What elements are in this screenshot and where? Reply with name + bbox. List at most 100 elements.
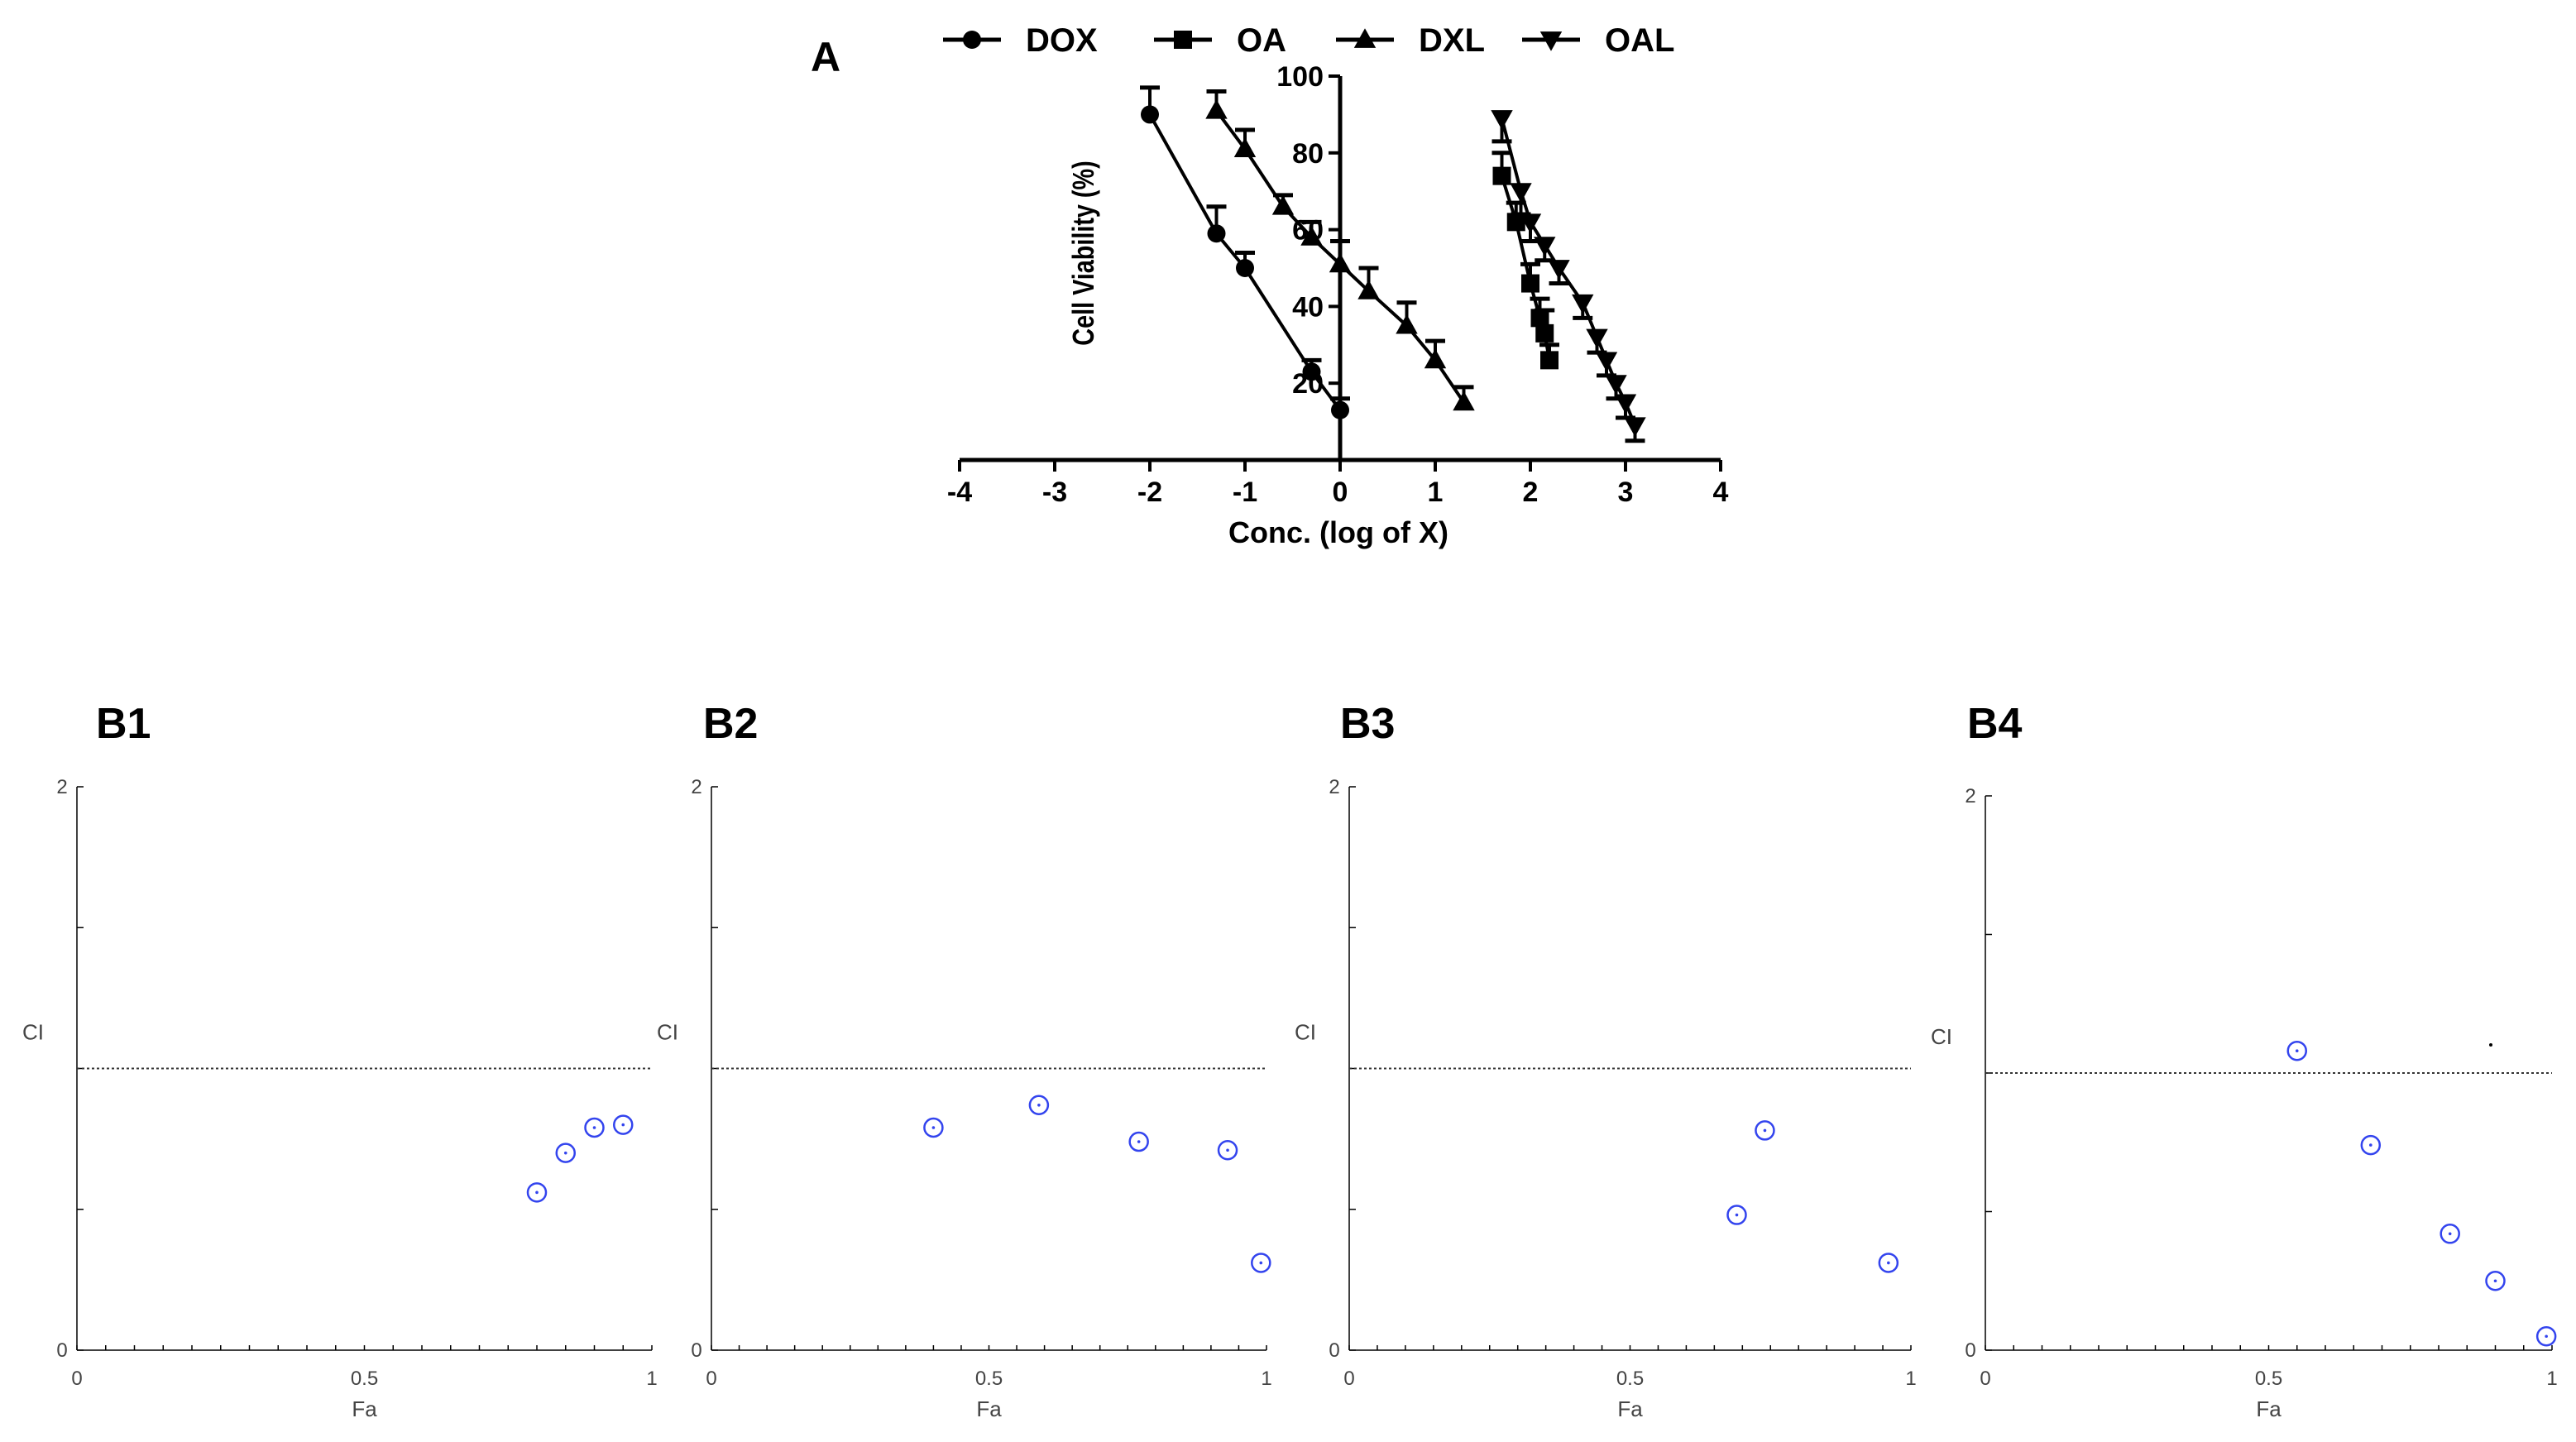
x-tick-label-b1: 0 (71, 1368, 82, 1390)
data-point-dxl (1329, 252, 1352, 273)
data-point-center (1763, 1128, 1767, 1133)
x-axis-label-b3: Fa (1617, 1396, 1643, 1421)
series-dox (1140, 85, 1350, 419)
data-point-ring (1128, 1131, 1149, 1152)
panel-b1: 0 0.5 1 0 2 Fa CI (22, 776, 658, 1421)
x-tick-label-b1: 0.5 (351, 1368, 378, 1390)
data-point-oal (1572, 294, 1594, 314)
stray-dot-b4 (2489, 1043, 2492, 1047)
data-point-b4 (2440, 1224, 2460, 1244)
data-point-center (1887, 1261, 1890, 1265)
data-point-dox (1331, 400, 1349, 419)
y-axis-label-b4: CI (1931, 1024, 1952, 1049)
panel-b2: 0 0.5 1 0 2 Fa CI (657, 776, 1272, 1421)
panel-b3: 0 0.5 1 0 2 Fa CI (1295, 776, 1917, 1421)
data-point-center (1259, 1261, 1263, 1265)
data-point-dxl (1453, 390, 1475, 411)
legend-label-oal: OAL (1605, 22, 1674, 59)
series-a (1140, 85, 1646, 443)
data-point-ring (526, 1182, 548, 1203)
panel-b4: 0 0.5 1 0 2 Fa CI (1931, 785, 2558, 1421)
y-tick-label-b4: 0 (1965, 1339, 1975, 1362)
legend-label-dox: DOX (1026, 22, 1098, 59)
legend-marker-dox (963, 31, 981, 49)
data-point-dox (1302, 362, 1321, 381)
legend-item-dxl: DXL (1336, 22, 1485, 59)
legend-marker-oal (1539, 31, 1563, 51)
x-tick-label-a: -4 (947, 477, 972, 508)
x-tick-label-b3: 0 (1343, 1368, 1354, 1390)
data-point-oal (1491, 110, 1513, 130)
x-axis-label-b2: Fa (976, 1396, 1002, 1421)
data-point-oa (1492, 166, 1511, 185)
x-tick-label-a: -1 (1233, 477, 1257, 508)
data-point-b4 (2286, 1040, 2307, 1061)
data-point-b4 (2485, 1271, 2506, 1291)
data-point-ring (613, 1114, 634, 1135)
legend-item-oa: OA (1154, 22, 1286, 59)
y-axis-label-b1: CI (22, 1020, 44, 1045)
data-point-b3 (1726, 1205, 1747, 1225)
data-point-oal (1586, 328, 1608, 349)
data-point-b3 (1755, 1120, 1775, 1141)
data-point-dox (1236, 259, 1254, 277)
panel-label-b3: B3 (1340, 700, 1395, 748)
y-tick-label-b2: 0 (691, 1339, 701, 1362)
x-axis-label-a: Conc. (log of X) (1228, 515, 1448, 549)
data-point-b3 (1878, 1253, 1899, 1273)
data-point-ring (2286, 1040, 2307, 1061)
y-tick-label-a: 40 (1292, 291, 1324, 323)
legend-item-oal: OAL (1522, 22, 1674, 59)
data-point-b4 (2535, 1326, 2557, 1347)
data-point-b1 (555, 1143, 576, 1163)
data-point-ring (1878, 1253, 1899, 1273)
x-tick-label-b2: 0.5 (975, 1368, 1003, 1390)
data-point-center (1037, 1103, 1041, 1107)
x-tick-label-b3: 0.5 (1616, 1368, 1644, 1390)
data-point-b2 (1028, 1095, 1050, 1116)
y-axis-label-b2: CI (657, 1020, 678, 1045)
data-point-b2 (923, 1117, 944, 1138)
data-point-center (931, 1126, 936, 1129)
data-point-b1 (613, 1114, 634, 1135)
data-point-oal (1519, 213, 1542, 234)
panel-label-b1: B1 (96, 700, 151, 748)
x-tick-label-b2: 1 (1261, 1368, 1271, 1390)
data-point-dxl (1300, 226, 1323, 246)
data-point-b2 (1217, 1139, 1238, 1161)
data-point-b1 (526, 1182, 548, 1203)
data-point-ring (923, 1117, 944, 1138)
data-point-oa (1521, 274, 1539, 293)
data-point-center (621, 1123, 625, 1127)
data-point-oa (1535, 323, 1554, 343)
data-point-center (2493, 1279, 2497, 1283)
data-point-b2 (1128, 1131, 1149, 1152)
data-point-b2 (1251, 1253, 1271, 1273)
data-point-ring (1251, 1253, 1271, 1273)
y-tick-label-b1: 0 (56, 1339, 67, 1362)
y-tick-label-a: 100 (1276, 61, 1324, 93)
data-point-b4 (2360, 1134, 2382, 1156)
data-point-oal (1605, 375, 1627, 395)
legend-marker-dxl (1353, 28, 1377, 48)
data-point-ring (555, 1143, 576, 1163)
data-point-oal (1510, 183, 1532, 203)
panel-label-b2: B2 (703, 700, 758, 748)
legend-a: DOX OA DXL OAL (943, 22, 1674, 59)
x-tick-label-a: 1 (1428, 477, 1444, 508)
x-tick-label-b2: 0 (706, 1368, 716, 1390)
data-point-oa (1506, 213, 1525, 232)
data-point-center (563, 1151, 567, 1155)
data-point-center (2295, 1049, 2299, 1052)
x-tick-label-a: 2 (1523, 477, 1539, 508)
data-point-center (1226, 1148, 1229, 1152)
data-point-ring (584, 1117, 605, 1138)
panel-label-b4: B4 (1967, 700, 2023, 748)
data-point-center (1137, 1140, 1141, 1143)
x-axis-label-b4: Fa (2256, 1396, 2282, 1421)
data-point-center (2448, 1232, 2452, 1236)
data-point-center (535, 1190, 539, 1195)
data-point-dxl (1357, 280, 1380, 299)
data-point-ring (2535, 1326, 2557, 1347)
